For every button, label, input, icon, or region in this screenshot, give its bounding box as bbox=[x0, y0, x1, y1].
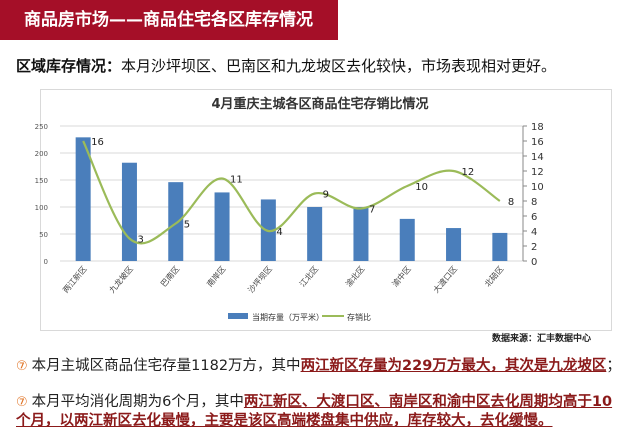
line-data-label: 10 bbox=[415, 182, 428, 193]
line-series bbox=[82, 140, 501, 245]
right-tick-label: 0 bbox=[531, 257, 537, 268]
left-tick-label: 0 bbox=[44, 258, 48, 266]
right-tick-label: 6 bbox=[531, 212, 537, 223]
bullet-2: ⑦ 本月平均消化周期为6个月，其中两江新区、大渡口区、南岸区和渝中区去化周期均高于… bbox=[16, 393, 612, 431]
category-label: 江北区 bbox=[298, 265, 320, 289]
left-tick-label: 250 bbox=[35, 123, 48, 131]
legend-line-label: 存销比 bbox=[347, 312, 371, 322]
line-data-label: 8 bbox=[508, 197, 514, 208]
category-label: 渝北区 bbox=[343, 264, 366, 289]
line-data-label: 3 bbox=[137, 235, 143, 246]
right-tick-label: 16 bbox=[531, 137, 544, 148]
circled-seven-icon: ⑦ bbox=[16, 359, 28, 374]
category-label: 大渡口区 bbox=[431, 264, 459, 295]
bar bbox=[353, 207, 369, 261]
bullet-2-text: 本月平均消化周期为6个月，其中 bbox=[31, 394, 244, 410]
right-tick-label: 2 bbox=[531, 242, 537, 253]
left-tick-label: 50 bbox=[39, 231, 48, 239]
summary: 区域库存情况：本月沙坪坝区、巴南区和九龙坡区去化较快，市场表现相对更好。 bbox=[16, 55, 556, 76]
bar bbox=[214, 192, 230, 261]
line-data-label: 9 bbox=[323, 190, 329, 201]
bar bbox=[446, 228, 462, 261]
bar bbox=[307, 207, 323, 261]
legend-bar-swatch bbox=[228, 313, 248, 319]
bullet-2-highlight-line2: 个月，以两江新区去化最慢，主要是该区高端楼盘集中供应，库存较大，去化缓慢。 bbox=[16, 413, 553, 429]
right-tick-label: 14 bbox=[531, 152, 544, 163]
line-data-label: 12 bbox=[462, 167, 475, 178]
page-title: 商品房市场——商品住宅各区库存情况 bbox=[24, 10, 313, 30]
bar bbox=[75, 137, 91, 261]
category-label: 渝中区 bbox=[390, 264, 413, 289]
left-tick-label: 150 bbox=[35, 177, 48, 185]
bar bbox=[399, 218, 415, 261]
bullet-2-highlight: 两江新区、大渡口区、南岸区和渝中区去化周期均高于10 bbox=[243, 394, 613, 410]
chart-title: 4月重庆主城各区商品住宅存销比情况 bbox=[211, 96, 428, 112]
bar bbox=[168, 182, 184, 261]
bullet-1: ⑦ 本月主城区商品住宅存量1182万方，其中两江新区存量为229万方最大，其次是九… bbox=[16, 357, 621, 376]
right-tick-label: 12 bbox=[531, 167, 544, 178]
chart-frame bbox=[40, 89, 612, 331]
summary-label: 区域库存情况： bbox=[16, 57, 122, 75]
line-data-label: 5 bbox=[184, 220, 190, 231]
data-source: 数据来源：汇丰数据中心 bbox=[492, 334, 592, 344]
bullet-1-text: 本月主城区商品住宅存量1182万方，其中 bbox=[31, 358, 301, 374]
category-label: 两江新区 bbox=[60, 264, 88, 295]
legend-bar-label: 当期存量（万平米） bbox=[252, 312, 324, 322]
bar bbox=[492, 232, 508, 261]
right-tick-label: 18 bbox=[531, 122, 544, 133]
bullet-1-tail: ； bbox=[606, 358, 621, 374]
category-label: 北碚区 bbox=[482, 264, 505, 289]
summary-text: 本月沙坪坝区、巴南区和九龙坡区去化较快，市场表现相对更好。 bbox=[121, 57, 557, 75]
line-data-label: 16 bbox=[91, 137, 104, 148]
page-title-banner: 商品房市场——商品住宅各区库存情况 bbox=[0, 0, 338, 40]
right-tick-label: 4 bbox=[531, 227, 537, 238]
category-label: 巴南区 bbox=[158, 264, 181, 289]
category-label: 南岸区 bbox=[204, 264, 227, 289]
right-tick-label: 8 bbox=[531, 197, 537, 208]
bullet-1-highlight: 两江新区存量为229万方最大，其次是九龙坡区 bbox=[300, 358, 607, 374]
left-tick-label: 200 bbox=[35, 150, 48, 158]
left-tick-label: 100 bbox=[35, 204, 48, 212]
category-label: 九龙坡区 bbox=[107, 264, 135, 295]
category-label: 沙坪坝区 bbox=[246, 265, 273, 295]
line-data-label: 7 bbox=[369, 205, 375, 216]
bar bbox=[121, 162, 137, 261]
circled-seven-icon: ⑦ bbox=[16, 395, 28, 410]
line-data-label: 4 bbox=[276, 227, 282, 238]
line-data-label: 11 bbox=[230, 175, 243, 186]
right-tick-label: 10 bbox=[531, 182, 544, 193]
